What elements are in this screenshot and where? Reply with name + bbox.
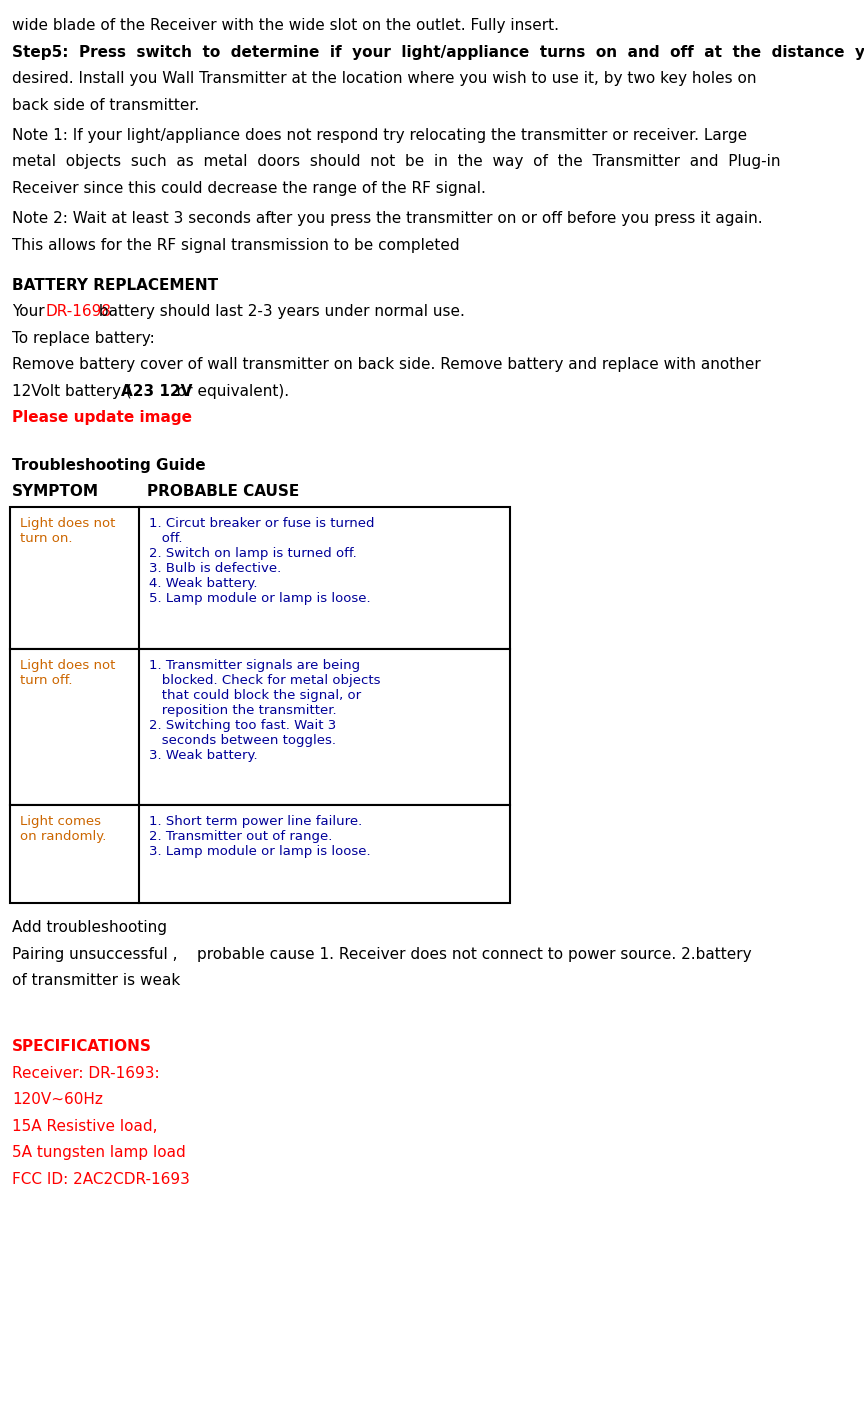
Text: back side of transmitter.: back side of transmitter. — [12, 97, 200, 113]
Text: desired. Install you Wall Transmitter at the location where you wish to use it, : desired. Install you Wall Transmitter at… — [12, 71, 757, 86]
Text: 5A tungsten lamp load: 5A tungsten lamp load — [12, 1146, 186, 1160]
Text: 15A Resistive load,: 15A Resistive load, — [12, 1119, 157, 1133]
Text: To replace battery:: To replace battery: — [12, 331, 155, 346]
Text: DR-1698: DR-1698 — [46, 304, 112, 319]
Text: 120V~60Hz: 120V~60Hz — [12, 1092, 103, 1108]
Text: or equivalent).: or equivalent). — [172, 384, 289, 398]
Text: 1. Short term power line failure.
2. Transmitter out of range.
3. Lamp module or: 1. Short term power line failure. 2. Tra… — [149, 815, 371, 858]
Text: Light comes
on randomly.: Light comes on randomly. — [20, 815, 106, 844]
Bar — [10, 805, 510, 903]
Text: Receiver: DR-1693:: Receiver: DR-1693: — [12, 1065, 160, 1081]
Text: Add troubleshooting: Add troubleshooting — [12, 920, 167, 935]
Bar — [10, 649, 510, 805]
Text: 1. Circut breaker or fuse is turned
   off.
2. Switch on lamp is turned off.
3. : 1. Circut breaker or fuse is turned off.… — [149, 517, 374, 605]
Text: PROBABLE CAUSE: PROBABLE CAUSE — [147, 485, 299, 499]
Text: Note 2: Wait at least 3 seconds after you press the transmitter on or off before: Note 2: Wait at least 3 seconds after yo… — [12, 212, 763, 226]
Text: SYMPTOM: SYMPTOM — [12, 485, 99, 499]
Text: Your: Your — [12, 304, 49, 319]
Text: Receiver since this could decrease the range of the RF signal.: Receiver since this could decrease the r… — [12, 181, 486, 196]
Text: A23 12V: A23 12V — [121, 384, 192, 398]
Text: Please update image: Please update image — [12, 410, 192, 425]
Text: Pairing unsuccessful ,    probable cause 1. Receiver does not connect to power s: Pairing unsuccessful , probable cause 1.… — [12, 947, 752, 962]
Text: Note 1: If your light/appliance does not respond try relocating the transmitter : Note 1: If your light/appliance does not… — [12, 129, 747, 143]
Text: 12Volt battery (: 12Volt battery ( — [12, 384, 131, 398]
Text: wide blade of the Receiver with the wide slot on the outlet. Fully insert.: wide blade of the Receiver with the wide… — [12, 18, 559, 32]
Text: Step5:  Press  switch  to  determine  if  your  light/appliance  turns  on  and : Step5: Press switch to determine if your… — [12, 44, 864, 59]
Text: Troubleshooting Guide: Troubleshooting Guide — [12, 458, 206, 473]
Bar — [10, 507, 510, 649]
Text: SPECIFICATIONS: SPECIFICATIONS — [12, 1040, 152, 1054]
Text: This allows for the RF signal transmission to be completed: This allows for the RF signal transmissi… — [12, 237, 460, 253]
Text: of transmitter is weak: of transmitter is weak — [12, 974, 181, 988]
Text: BATTERY REPLACEMENT: BATTERY REPLACEMENT — [12, 278, 218, 292]
Text: Light does not
turn off.: Light does not turn off. — [20, 658, 116, 687]
Text: metal  objects  such  as  metal  doors  should  not  be  in  the  way  of  the  : metal objects such as metal doors should… — [12, 154, 780, 170]
Text: Remove battery cover of wall transmitter on back side. Remove battery and replac: Remove battery cover of wall transmitter… — [12, 357, 760, 372]
Text: battery should last 2-3 years under normal use.: battery should last 2-3 years under norm… — [93, 304, 465, 319]
Text: FCC ID: 2AC2CDR-1693: FCC ID: 2AC2CDR-1693 — [12, 1171, 190, 1187]
Text: 1. Transmitter signals are being
   blocked. Check for metal objects
   that cou: 1. Transmitter signals are being blocked… — [149, 658, 380, 762]
Text: Light does not
turn on.: Light does not turn on. — [20, 517, 116, 545]
